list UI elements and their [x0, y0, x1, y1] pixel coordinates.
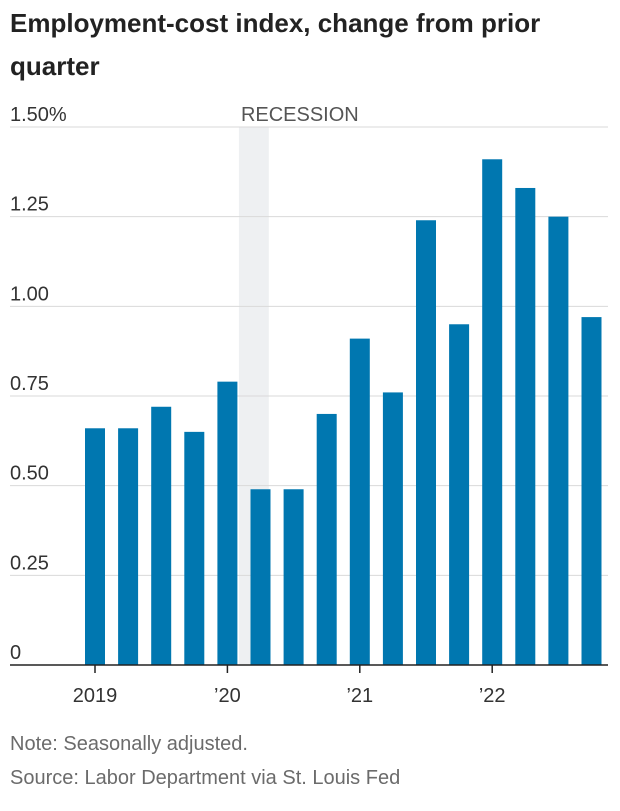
x-axis: 2019 ’20 ’21 ’22: [10, 664, 608, 707]
bar: [85, 428, 105, 665]
gridlines: [10, 126, 608, 576]
bar: [548, 216, 569, 665]
x-tick-label: ’22: [479, 685, 506, 707]
x-tick-label: 2019: [73, 685, 118, 707]
y-tick-label: 0.75: [10, 373, 49, 395]
bar: [118, 428, 139, 665]
chart-note: Note: Seasonally adjusted.: [10, 733, 248, 755]
bar: [316, 413, 337, 665]
y-tick-label: 0: [10, 642, 21, 664]
bars: [85, 159, 602, 665]
bar: [482, 159, 503, 665]
recession-label: RECESSION: [241, 104, 359, 126]
y-tick-label: 1.50%: [10, 104, 67, 126]
y-tick-labels: 0 0.25 0.50 0.75 1.00 1.25 1.50%: [10, 104, 67, 664]
bar: [416, 220, 436, 665]
bar: [283, 489, 304, 665]
bar: [151, 406, 172, 665]
chart-source: Source: Labor Department via St. Louis F…: [10, 767, 401, 789]
y-tick-label: 1.25: [10, 194, 49, 216]
bar: [184, 431, 205, 665]
bar: [515, 187, 536, 665]
y-tick-label: 0.50: [10, 463, 49, 485]
y-tick-label: 1.00: [10, 283, 49, 305]
bar: [581, 317, 602, 665]
bar: [349, 338, 370, 665]
y-tick-label: 0.25: [10, 552, 49, 574]
x-tick-label: ’20: [214, 685, 241, 707]
bar: [449, 324, 470, 665]
bar: [250, 489, 271, 665]
bar: [217, 381, 238, 665]
bar: [382, 392, 403, 665]
x-tick-label: ’21: [346, 685, 373, 707]
chart-title: Employment-cost index, change from prior…: [10, 8, 541, 81]
